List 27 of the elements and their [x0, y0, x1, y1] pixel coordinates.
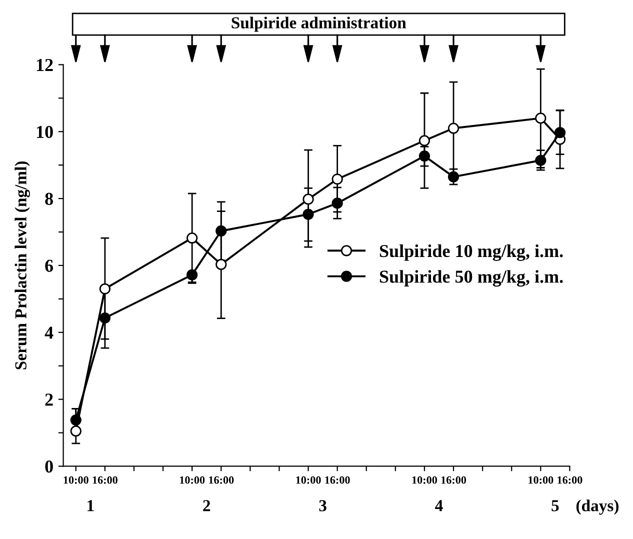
y-tick-label: 0 — [45, 460, 53, 473]
y-tick-label: 2 — [45, 394, 53, 406]
y-tick-label: 6 — [45, 260, 54, 272]
chart-title: Sulpiride administration — [232, 16, 406, 32]
x-tick-label: 10:00 — [296, 476, 321, 484]
x-tick-label: 10:00 — [528, 476, 554, 484]
y-axis-title: Serum Prolactin level (ng/ml) — [14, 161, 30, 370]
x-tick-label: 10:00 — [64, 476, 88, 484]
x-tick-label: 16:00 — [441, 476, 466, 484]
text: 2 — [203, 500, 210, 512]
y-tick-label: 4 — [44, 326, 54, 339]
x-tick-label: 10:00 — [412, 476, 437, 484]
x-tick-label: 16:00 — [558, 476, 582, 484]
y-tick-label: 12 — [36, 58, 53, 71]
text: 5 — [552, 500, 559, 512]
x-tick-label: 16:00 — [325, 476, 350, 484]
x-axis-title: (days) — [576, 500, 619, 515]
legend-label: Sulpiride 50 mg/kg, i.m. — [380, 270, 563, 287]
x-tick-label: 16:00 — [209, 476, 234, 484]
text: 1 — [88, 500, 94, 512]
y-tick-label: 8 — [45, 192, 53, 205]
y-tick-label: 10 — [36, 126, 53, 138]
legend-label: Sulpiride 10 mg/kg, i.m. — [380, 244, 563, 261]
text: 3 — [319, 500, 326, 512]
x-tick-label: 10:00 — [180, 476, 205, 484]
text: 4 — [435, 500, 443, 512]
x-tick-label: 16:00 — [92, 476, 118, 484]
